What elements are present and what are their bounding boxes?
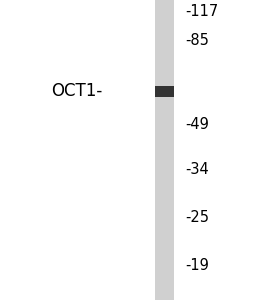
Text: -25: -25 — [185, 210, 209, 225]
Text: OCT1-: OCT1- — [51, 82, 103, 100]
Text: -49: -49 — [185, 117, 209, 132]
Text: -19: -19 — [185, 258, 209, 273]
Text: -34: -34 — [185, 162, 209, 177]
Bar — [155, 86, 174, 97]
Text: -85: -85 — [185, 33, 209, 48]
Bar — [155, 0, 174, 300]
Text: -117: -117 — [185, 4, 218, 20]
